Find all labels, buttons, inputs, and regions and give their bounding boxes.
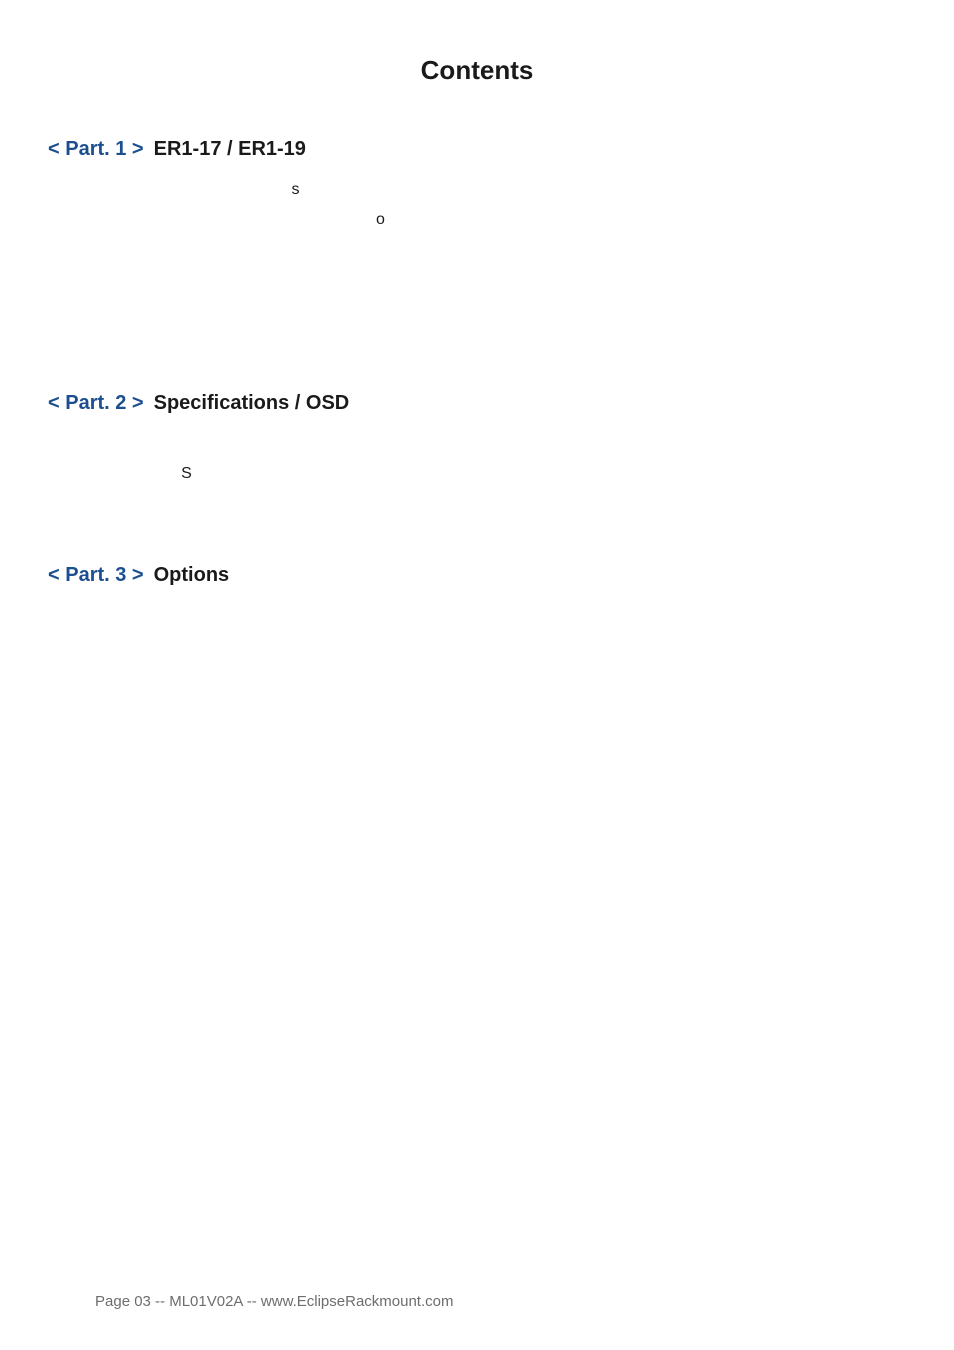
toc-item-label: 1.2 Structure Diagram & Dimensions [133,205,402,235]
toc-item: 2.2 OSD P. 7 [48,459,906,489]
toc-item-label: 2.1 Specifications [133,429,267,459]
toc-item-label: 1.1 Package Contents [133,175,299,205]
toc-list: 3.1 Options : DC Power P. 8 3.2 Options : … [48,601,906,662]
toc-item-page: P. 3 [870,236,896,266]
toc-section: < Part. 1 > ER1-17 / ER1-19 1.1 Package Co… [48,138,906,297]
section-header-row: < Part. 2 > Specifications / OSD [48,392,906,415]
toc-item-label: 1.4 Connection [133,266,250,296]
toc-item-page: P. 2 [870,205,896,235]
toc-item: 3.2 Options : Touch Screen ( ER1-17 only… [48,632,906,662]
page: Contents < Part. 1 > ER1-17 / ER1-19 1.1 P… [0,0,954,1350]
toc-list: 1.1 Package ContentsP. 11.2 Structure Di… [48,175,906,297]
toc-item: 2.1 Specifications P. 6 [48,429,906,459]
toc-section: < Part. 2 > Specifications / OSD 2.1 Speci… [48,392,906,490]
toc-item-label: 3.1 Options : DC Power [133,601,310,631]
toc-section: < Part. 3 > Options 3.1 Options : DC Power… [48,564,906,662]
toc-item-page: P. 1 [870,175,896,205]
toc-item-label: 1.3 How to Install [133,236,265,266]
toc-item: 1.3 How to Install P. 3 [48,236,906,266]
toc-item-page: P. 7 [870,459,896,489]
toc-item-label: 2.2 OSD [133,459,203,489]
toc-item: 3.1 Options : DC Power P. 8 [48,601,906,631]
toc-item-page: P. 6 [870,429,896,459]
part-label: < Part. 1 > [48,138,144,161]
toc-item-page: P. 5 [870,266,896,296]
toc-item-page: P. 8 [870,601,896,631]
part-title: Specifications / OSD [154,392,350,415]
section-header-row: < Part. 1 > ER1-17 / ER1-19 [48,138,906,161]
section-header-row: < Part. 3 > Options [48,564,906,587]
toc-body: < Part. 1 > ER1-17 / ER1-19 1.1 Package Co… [48,138,906,662]
part-title: Options [154,564,230,587]
page-footer: Page 03 -- ML01V02A -- www.EclipseRackmo… [95,1293,453,1310]
part-label: < Part. 2 > [48,392,144,415]
toc-item-page: P. 9 [870,632,896,662]
part-title: ER1-17 / ER1-19 [154,138,306,161]
toc-item-label: 3.2 Options : Touch Screen ( ER1-17 only… [133,632,447,662]
toc-item: 1.1 Package Contents P. 1 [48,175,906,205]
part-label: < Part. 3 > [48,564,144,587]
page-title: Contents [48,55,906,86]
toc-item: 1.2 Structure Diagram & Dimensions P. 2 [48,205,906,235]
toc-item: 1.4 Connection P. 5 [48,266,906,296]
toc-list: 2.1 Specifications P. 6 2.2 OSD P. 7 [48,429,906,490]
